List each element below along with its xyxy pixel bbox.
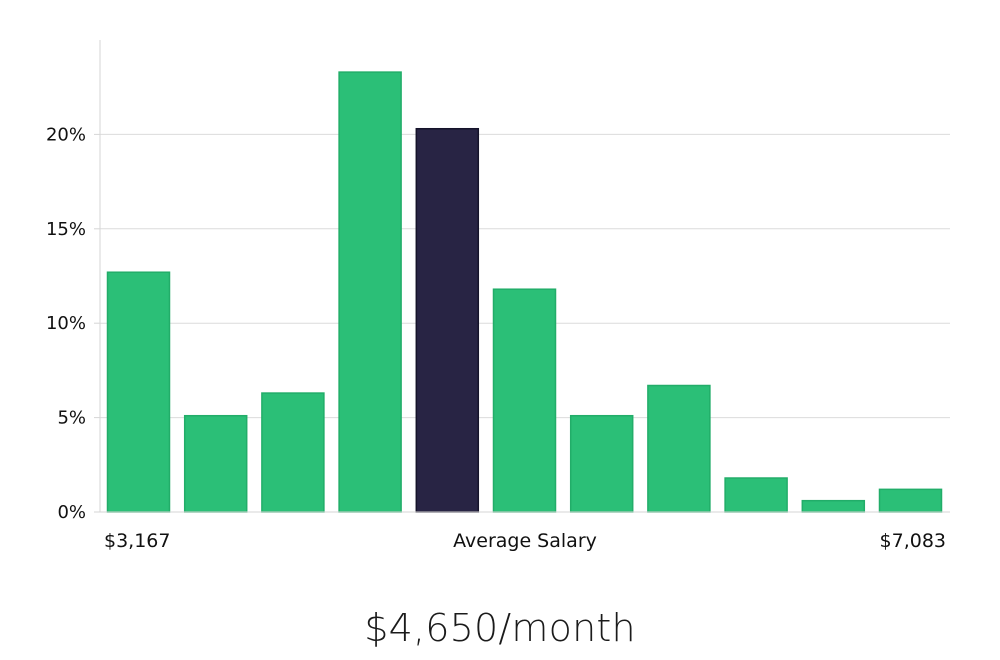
y-tick-label: 0% — [57, 502, 86, 523]
histogram-bar — [724, 477, 788, 513]
histogram-bar — [647, 384, 711, 513]
histogram-bar — [878, 488, 943, 513]
axes — [99, 40, 950, 513]
histogram-bar — [569, 414, 634, 513]
histogram-bar — [801, 499, 866, 513]
histogram-bar — [106, 271, 171, 513]
histogram-bar-highlighted — [415, 127, 480, 513]
histogram-bar — [261, 392, 325, 513]
bars — [106, 71, 943, 513]
histogram-bar — [338, 71, 402, 513]
average-salary-value: $4,650/month — [364, 606, 636, 650]
y-tick-labels: 0% 5% 10% 15% 20% — [46, 124, 100, 523]
histogram-bar — [183, 414, 248, 513]
salary-histogram-chart: 0% 5% 10% 15% 20% $3,167 Average Salary $7,0… — [46, 40, 950, 552]
y-tick-label: 10% — [46, 313, 86, 334]
y-tick-label: 20% — [46, 124, 86, 145]
x-label-min: $3,167 — [104, 530, 170, 552]
x-label-max: $7,083 — [880, 530, 946, 552]
histogram-bar — [492, 288, 557, 513]
y-tick-label: 5% — [57, 408, 86, 429]
x-label-center: Average Salary — [453, 530, 597, 552]
y-tick-label: 15% — [46, 219, 86, 240]
